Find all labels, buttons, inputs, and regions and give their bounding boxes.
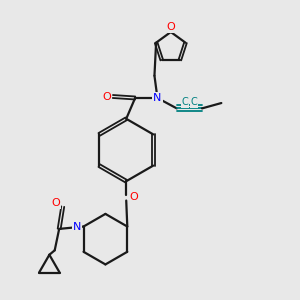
Text: C: C <box>182 97 188 107</box>
Text: N: N <box>153 93 162 103</box>
Text: C: C <box>190 97 197 107</box>
Text: O: O <box>129 192 138 202</box>
Text: O: O <box>167 22 175 32</box>
Text: O: O <box>52 198 61 208</box>
Text: N: N <box>73 221 81 232</box>
Text: O: O <box>102 92 111 101</box>
